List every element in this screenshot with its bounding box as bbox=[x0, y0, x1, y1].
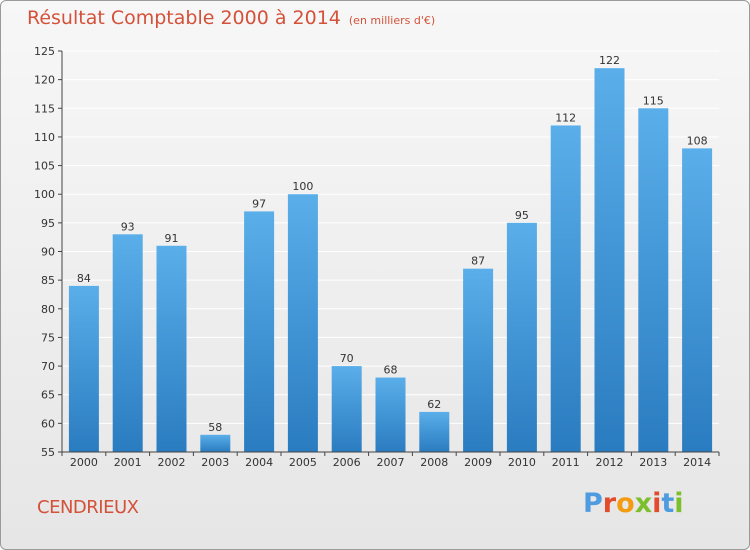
x-tick-label: 2003 bbox=[201, 456, 229, 469]
logo-letter: t bbox=[661, 488, 675, 519]
bar-2002 bbox=[156, 245, 187, 452]
logo-letter: i bbox=[674, 488, 684, 519]
y-tick-label: 125 bbox=[34, 45, 55, 58]
labels: 55 60 65 70 75 80 85 90 95 100 105 110 115 120 125 84 20… bbox=[34, 45, 711, 469]
bar-2012 bbox=[594, 68, 625, 452]
bar-value-label: 95 bbox=[515, 209, 529, 222]
logo-letter: r bbox=[602, 488, 617, 519]
bar-2004 bbox=[244, 211, 275, 452]
bar-value-label: 70 bbox=[340, 352, 354, 365]
bar-2000 bbox=[68, 285, 99, 452]
bar-2008 bbox=[419, 411, 450, 452]
y-tick-label: 90 bbox=[41, 246, 55, 259]
logo-letter: i bbox=[652, 488, 662, 519]
y-tick-label: 100 bbox=[34, 188, 55, 201]
bar-value-label: 91 bbox=[165, 232, 179, 245]
chart-subtitle: (en milliers d'€) bbox=[348, 14, 436, 27]
x-tick-label: 2005 bbox=[289, 456, 317, 469]
y-tick-label: 75 bbox=[41, 331, 55, 344]
bar-2014 bbox=[682, 148, 713, 452]
bar-value-label: 58 bbox=[208, 421, 222, 434]
x-tick-label: 2006 bbox=[333, 456, 361, 469]
bar-value-label: 62 bbox=[427, 398, 441, 411]
y-tick-label: 70 bbox=[41, 360, 55, 373]
x-tick-label: 2010 bbox=[508, 456, 536, 469]
bar-value-label: 68 bbox=[384, 364, 398, 377]
bar-value-label: 115 bbox=[643, 94, 664, 107]
x-tick-label: 2014 bbox=[683, 456, 711, 469]
x-tick-label: 2008 bbox=[420, 456, 448, 469]
chart-title: Résultat Comptable 2000 à 2014 (en millie… bbox=[27, 7, 435, 29]
bars bbox=[68, 68, 713, 453]
x-tick-label: 2001 bbox=[114, 456, 142, 469]
proxiti-logo: Proxiti bbox=[583, 488, 684, 519]
bar-2010 bbox=[506, 222, 537, 452]
bar-2006 bbox=[331, 366, 362, 452]
y-tick-label: 95 bbox=[41, 217, 55, 230]
bar-value-label: 108 bbox=[687, 134, 708, 147]
bar-value-label: 97 bbox=[252, 197, 266, 210]
chart-title-text: Résultat Comptable 2000 à 2014 bbox=[27, 7, 341, 29]
x-tick-label: 2000 bbox=[70, 456, 98, 469]
bar-value-label: 87 bbox=[471, 255, 485, 268]
bar-2007 bbox=[375, 377, 406, 452]
x-tick-label: 2004 bbox=[245, 456, 273, 469]
bar-2011 bbox=[550, 125, 581, 452]
axes bbox=[58, 50, 720, 456]
bar-2009 bbox=[463, 268, 494, 452]
y-tick-label: 85 bbox=[41, 274, 55, 287]
logo-letter: o bbox=[616, 488, 635, 519]
town-name: CENDRIEUX bbox=[37, 497, 139, 518]
y-tick-label: 80 bbox=[41, 303, 55, 316]
bar-2013 bbox=[638, 108, 669, 453]
y-tick-label: 65 bbox=[41, 389, 55, 402]
x-tick-label: 2011 bbox=[552, 456, 580, 469]
x-tick-label: 2013 bbox=[639, 456, 667, 469]
x-tick-label: 2007 bbox=[377, 456, 405, 469]
x-tick-label: 2002 bbox=[158, 456, 186, 469]
bar-2001 bbox=[112, 234, 143, 452]
bar-2003 bbox=[200, 434, 231, 452]
y-tick-label: 60 bbox=[41, 417, 55, 430]
logo-letter: P bbox=[583, 488, 603, 519]
x-tick-label: 2012 bbox=[596, 456, 624, 469]
bar-value-label: 122 bbox=[599, 54, 620, 67]
y-tick-label: 120 bbox=[34, 74, 55, 87]
y-tick-label: 110 bbox=[34, 131, 55, 144]
bar-2005 bbox=[287, 194, 318, 452]
y-tick-label: 105 bbox=[34, 160, 55, 173]
y-tick-label: 115 bbox=[34, 102, 55, 115]
logo-letter: x bbox=[634, 488, 653, 519]
y-tick-label: 55 bbox=[41, 446, 55, 459]
bar-value-label: 100 bbox=[292, 180, 313, 193]
x-tick-label: 2009 bbox=[464, 456, 492, 469]
bar-value-label: 84 bbox=[77, 272, 91, 285]
bar-value-label: 93 bbox=[121, 220, 135, 233]
bar-value-label: 112 bbox=[555, 111, 576, 124]
